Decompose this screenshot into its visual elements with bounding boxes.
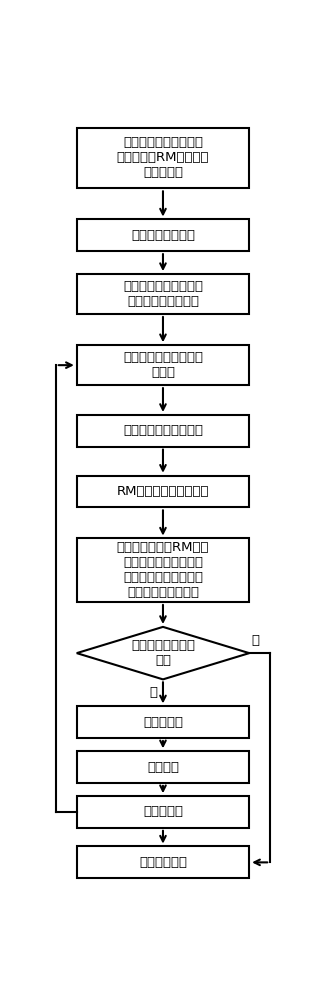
FancyBboxPatch shape bbox=[77, 345, 249, 385]
Text: 计算不同极性之间的不
同位数: 计算不同极性之间的不 同位数 bbox=[123, 351, 203, 379]
Text: 获取最佳极性转换顺序: 获取最佳极性转换顺序 bbox=[123, 424, 203, 437]
FancyBboxPatch shape bbox=[77, 538, 249, 602]
Text: 输出最佳极性: 输出最佳极性 bbox=[139, 856, 187, 869]
FancyBboxPatch shape bbox=[77, 476, 249, 507]
Text: 基本位变异: 基本位变异 bbox=[143, 805, 183, 818]
FancyBboxPatch shape bbox=[77, 415, 249, 447]
Text: 根据极性对应的RM表达
式和适应度函数，得出
每个极性的适应度值，
并执行精英保留策略: 根据极性对应的RM表达 式和适应度函数，得出 每个极性的适应度值， 并执行精英保… bbox=[117, 541, 209, 599]
Text: 轮盘赌选择: 轮盘赌选择 bbox=[143, 716, 183, 729]
Text: 随机产生初始种群: 随机产生初始种群 bbox=[131, 229, 195, 242]
FancyBboxPatch shape bbox=[77, 274, 249, 314]
Text: 是否达到最大进化
代数: 是否达到最大进化 代数 bbox=[131, 639, 195, 667]
Text: 是: 是 bbox=[252, 634, 259, 647]
Text: 单点交叉: 单点交叉 bbox=[147, 761, 179, 774]
Text: 实现包含无关项的布尔
逻辑电路向RM逻辑电路
的极性转换: 实现包含无关项的布尔 逻辑电路向RM逻辑电路 的极性转换 bbox=[117, 136, 209, 179]
Text: 将十进制极性转换成三
进制（二进制）形式: 将十进制极性转换成三 进制（二进制）形式 bbox=[123, 280, 203, 308]
FancyBboxPatch shape bbox=[77, 706, 249, 738]
Polygon shape bbox=[77, 627, 249, 679]
FancyBboxPatch shape bbox=[77, 846, 249, 878]
Text: RM逻辑极性间转换算法: RM逻辑极性间转换算法 bbox=[117, 485, 209, 498]
FancyBboxPatch shape bbox=[77, 751, 249, 783]
FancyBboxPatch shape bbox=[77, 219, 249, 251]
FancyBboxPatch shape bbox=[77, 128, 249, 188]
FancyBboxPatch shape bbox=[77, 796, 249, 828]
Text: 否: 否 bbox=[149, 686, 157, 699]
